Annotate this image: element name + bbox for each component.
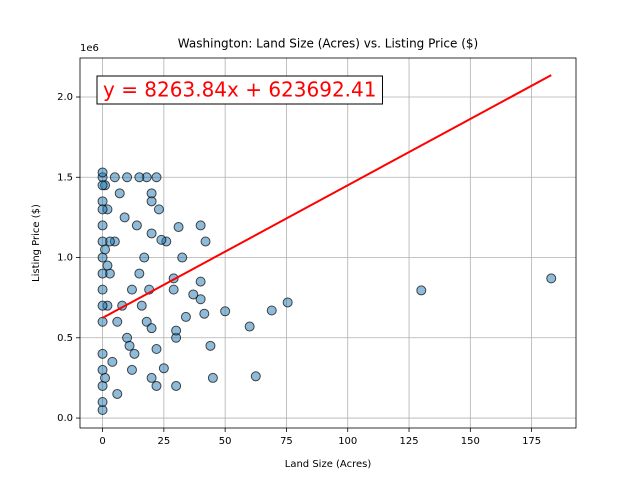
point <box>195 220 206 231</box>
x-tick-label: 50 <box>219 436 232 447</box>
point <box>188 289 199 300</box>
point <box>205 340 216 351</box>
point <box>119 212 130 223</box>
point <box>97 284 108 295</box>
y-tick-label: 0.5 <box>57 333 73 344</box>
point <box>107 356 118 367</box>
point <box>97 220 108 231</box>
y-tick-label: 0.0 <box>57 413 73 424</box>
point <box>109 172 120 183</box>
point <box>171 380 182 391</box>
point <box>416 285 427 296</box>
x-tick-label: 100 <box>338 436 357 447</box>
point <box>171 325 182 336</box>
point <box>97 364 108 375</box>
point <box>139 252 150 263</box>
point <box>146 372 157 383</box>
point <box>97 180 108 191</box>
point <box>97 348 108 359</box>
point <box>546 273 557 284</box>
point <box>151 172 162 183</box>
point <box>134 268 145 279</box>
point <box>173 222 184 233</box>
point <box>151 380 162 391</box>
y-axis-label: Listing Price ($) <box>31 204 42 282</box>
point <box>168 284 179 295</box>
x-tick-label: 75 <box>280 436 293 447</box>
point <box>199 308 210 319</box>
y-tick-label: 1.0 <box>57 253 73 264</box>
point <box>151 344 162 355</box>
point <box>266 305 277 316</box>
point <box>122 172 133 183</box>
point <box>200 236 211 247</box>
x-tick-label: 25 <box>157 436 170 447</box>
point <box>158 363 169 374</box>
point <box>156 234 167 245</box>
annotation: y = 8263.84x + 623692.41 <box>103 78 376 102</box>
point <box>126 284 137 295</box>
point <box>112 388 123 399</box>
point <box>177 252 188 263</box>
point <box>136 300 147 311</box>
point <box>195 276 206 287</box>
point <box>146 323 157 334</box>
point <box>124 340 135 351</box>
x-tick-label: 150 <box>461 436 480 447</box>
point <box>207 372 218 383</box>
point <box>244 321 255 332</box>
x-tick-label: 0 <box>99 436 105 447</box>
point <box>250 371 261 382</box>
point <box>131 220 142 231</box>
point <box>146 228 157 239</box>
x-tick-label: 125 <box>399 436 418 447</box>
point <box>97 167 108 178</box>
point <box>195 294 206 305</box>
point <box>129 348 140 359</box>
point <box>97 316 108 327</box>
point <box>220 306 231 317</box>
point <box>114 188 125 199</box>
point <box>102 260 113 271</box>
point <box>282 297 293 308</box>
point <box>112 316 123 327</box>
point <box>97 236 108 247</box>
point <box>180 311 191 322</box>
x-axis-label: Land Size (Acres) <box>285 459 372 470</box>
y-tick-label: 2.0 <box>57 92 73 103</box>
point <box>97 300 108 311</box>
regression-line <box>102 74 552 319</box>
x-tick-label: 175 <box>522 436 541 447</box>
frame <box>79 57 577 429</box>
y-tick-label: 1.5 <box>57 172 73 183</box>
point <box>146 196 157 207</box>
point <box>134 172 145 183</box>
annotation-box <box>96 75 383 105</box>
point <box>97 268 108 279</box>
point <box>153 204 164 215</box>
chart-title: Washington: Land Size (Acres) vs. Listin… <box>178 37 478 51</box>
point <box>97 396 108 407</box>
point <box>97 204 108 215</box>
point <box>126 364 137 375</box>
y-offset-label: 1e6 <box>80 43 99 54</box>
